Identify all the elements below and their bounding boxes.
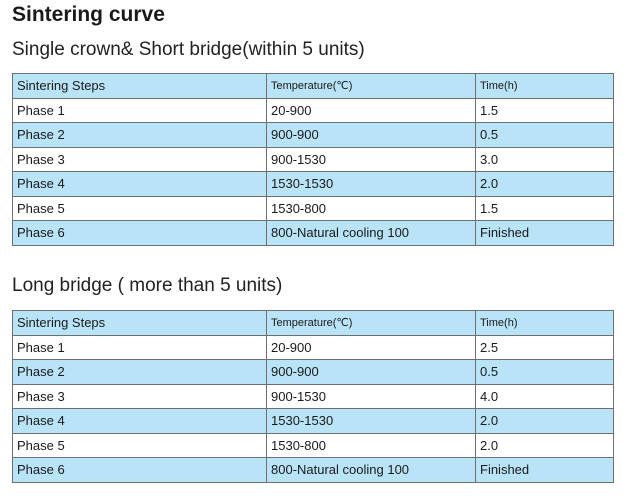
- header-steps: Sintering Steps: [12, 310, 267, 336]
- sintering-table-long-bridge: Sintering Steps Temperature(℃) Time(h) P…: [12, 310, 614, 483]
- cell-temperature: 1530-1530: [266, 171, 476, 197]
- cell-time: 1.5: [475, 97, 614, 123]
- cell-step: Phase 4: [12, 171, 267, 197]
- cell-time: 3.0: [475, 146, 614, 172]
- table-row: Phase 6 800-Natural cooling 100 Finished: [12, 457, 614, 483]
- sintering-table-short-bridge: Sintering Steps Temperature(℃) Time(h) P…: [12, 73, 614, 246]
- cell-step: Phase 5: [12, 195, 267, 221]
- cell-temperature: 1530-1530: [266, 408, 476, 434]
- cell-time: Finished: [475, 457, 614, 483]
- cell-step: Phase 4: [12, 408, 267, 434]
- cell-step: Phase 6: [12, 457, 267, 483]
- header-steps: Sintering Steps: [12, 73, 267, 99]
- cell-temperature: 900-1530: [266, 383, 476, 409]
- cell-step: Phase 1: [12, 334, 267, 360]
- cell-step: Phase 2: [12, 359, 267, 385]
- cell-step: Phase 2: [12, 122, 267, 148]
- cell-temperature: 900-900: [266, 359, 476, 385]
- cell-time: 2.5: [475, 334, 614, 360]
- table-header-row: Sintering Steps Temperature(℃) Time(h): [12, 310, 614, 336]
- cell-time: 2.0: [475, 171, 614, 197]
- table-row: Phase 5 1530-800 1.5: [12, 195, 614, 221]
- header-time: Time(h): [475, 73, 614, 99]
- table-header-row: Sintering Steps Temperature(℃) Time(h): [12, 73, 614, 99]
- table-row: Phase 1 20-900 2.5: [12, 334, 614, 360]
- cell-temperature: 800-Natural cooling 100: [266, 457, 476, 483]
- cell-step: Phase 6: [12, 220, 267, 246]
- table-row: Phase 6 800-Natural cooling 100 Finished: [12, 220, 614, 246]
- table-row: Phase 2 900-900 0.5: [12, 122, 614, 148]
- cell-time: Finished: [475, 220, 614, 246]
- cell-temperature: 1530-800: [266, 195, 476, 221]
- cell-time: 2.0: [475, 408, 614, 434]
- cell-time: 0.5: [475, 122, 614, 148]
- cell-step: Phase 3: [12, 383, 267, 409]
- cell-step: Phase 1: [12, 97, 267, 123]
- cell-time: 0.5: [475, 359, 614, 385]
- cell-temperature: 900-1530: [266, 146, 476, 172]
- table-row: Phase 4 1530-1530 2.0: [12, 408, 614, 434]
- cell-temperature: 900-900: [266, 122, 476, 148]
- cell-temperature: 1530-800: [266, 432, 476, 458]
- cell-time: 4.0: [475, 383, 614, 409]
- cell-temperature: 20-900: [266, 97, 476, 123]
- cell-temperature: 20-900: [266, 334, 476, 360]
- cell-time: 1.5: [475, 195, 614, 221]
- table-row: Phase 1 20-900 1.5: [12, 97, 614, 123]
- cell-temperature: 800-Natural cooling 100: [266, 220, 476, 246]
- cell-step: Phase 5: [12, 432, 267, 458]
- section-title-long-bridge: Long bridge ( more than 5 units): [12, 275, 283, 296]
- table-row: Phase 4 1530-1530 2.0: [12, 171, 614, 197]
- header-time: Time(h): [475, 310, 614, 336]
- page-title: Sintering curve: [12, 3, 165, 26]
- table-row: Phase 3 900-1530 4.0: [12, 383, 614, 409]
- cell-step: Phase 3: [12, 146, 267, 172]
- table-row: Phase 3 900-1530 3.0: [12, 146, 614, 172]
- section-title-short-bridge: Single crown& Short bridge(within 5 unit…: [12, 39, 365, 60]
- table-row: Phase 5 1530-800 2.0: [12, 432, 614, 458]
- cell-time: 2.0: [475, 432, 614, 458]
- table-row: Phase 2 900-900 0.5: [12, 359, 614, 385]
- header-temperature: Temperature(℃): [266, 310, 476, 336]
- header-temperature: Temperature(℃): [266, 73, 476, 99]
